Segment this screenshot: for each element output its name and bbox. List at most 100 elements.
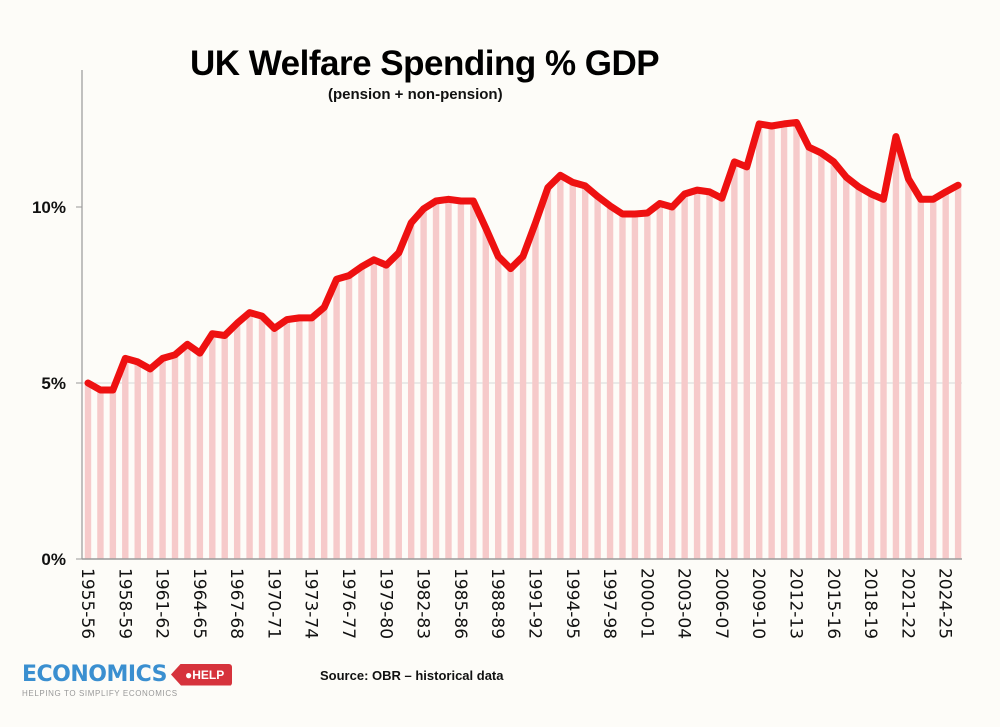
x-tick-label: 1964-65 — [189, 568, 209, 639]
bar-2025-26 — [954, 185, 962, 559]
bar-1983-84 — [432, 201, 440, 560]
bar-1994-95 — [569, 182, 576, 560]
bar-1956-57 — [97, 390, 104, 559]
chart-subtitle: (pension + non-pension) — [328, 86, 503, 103]
x-tick-label: 2015-16 — [823, 568, 843, 639]
x-tick-label: 1976-77 — [338, 568, 358, 639]
bar-1980-81 — [395, 252, 402, 559]
bar-1992-93 — [544, 187, 552, 559]
bar-1955-56 — [84, 383, 92, 559]
bar-1958-59 — [122, 358, 129, 559]
bar-1987-88 — [482, 228, 489, 559]
bar-2012-13 — [793, 122, 800, 560]
x-tick-label: 1985-86 — [450, 568, 470, 639]
x-tick-label: 2024-25 — [935, 568, 955, 639]
x-tick-label: 2018-19 — [860, 568, 880, 639]
bar-1969-70 — [258, 316, 266, 559]
y-tick-label: 10% — [32, 198, 66, 217]
bar-2017-18 — [855, 186, 862, 559]
bar-2007-08 — [731, 161, 738, 559]
bar-1970-71 — [271, 328, 278, 559]
x-tick-label: 2000-01 — [636, 568, 656, 639]
x-tick-label: 1991-92 — [524, 568, 544, 639]
bar-2019-20 — [880, 199, 887, 560]
x-tick-label: 1973-74 — [301, 568, 321, 639]
bar-2009-10 — [756, 123, 763, 559]
bar-1966-67 — [221, 335, 228, 559]
x-tick-label: 1982-83 — [413, 568, 433, 639]
bar-1962-63 — [171, 354, 179, 559]
bar-1973-74 — [308, 317, 315, 559]
bar-1959-60 — [134, 361, 141, 559]
bar-1961-62 — [159, 358, 166, 559]
x-tick-label: 2012-13 — [786, 568, 806, 639]
bar-2014-15 — [818, 153, 825, 560]
bar-2002-03 — [669, 207, 676, 559]
logo-tag: ●HELP — [170, 663, 233, 686]
x-tick-label: 2009-10 — [748, 568, 768, 639]
source-note: Source: OBR – historical data — [320, 668, 504, 683]
x-tick-label: 1979-80 — [375, 568, 395, 639]
bar-1979-80 — [383, 265, 390, 559]
bar-1977-78 — [358, 266, 365, 559]
bar-2005-06 — [706, 191, 713, 559]
bar-1997-98 — [606, 205, 614, 559]
y-tick-label: 0% — [41, 550, 66, 569]
x-tick-label: 1958-59 — [114, 568, 134, 639]
bar-1976-77 — [345, 275, 353, 559]
bar-2018-19 — [867, 193, 875, 559]
x-tick-label: 2021-22 — [897, 568, 917, 639]
bar-1972-73 — [296, 317, 303, 559]
bar-2023-24 — [930, 199, 937, 560]
logo-tagline: HELPING TO SIMPLIFY ECONOMICS — [22, 689, 178, 698]
x-tick-label: 1997-98 — [599, 568, 619, 639]
bar-1963-64 — [184, 344, 191, 559]
bar-2003-04 — [681, 193, 688, 559]
bar-2008-09 — [743, 166, 750, 559]
bar-1999-00 — [631, 214, 639, 560]
bar-1993-94 — [557, 175, 564, 559]
bar-1984-85 — [445, 199, 452, 560]
bar-1957-58 — [109, 390, 117, 559]
bar-1991-92 — [532, 222, 539, 559]
logo-text: ECONOMICS — [22, 662, 167, 687]
bar-1974-75 — [320, 307, 328, 559]
bar-1965-66 — [209, 333, 216, 559]
bar-2011-12 — [780, 123, 788, 559]
x-tick-label: 1994-95 — [562, 568, 582, 639]
bar-1988-89 — [494, 256, 502, 559]
economics-help-logo: ECONOMICS ●HELP HELPING TO SIMPLIFY ECONO… — [22, 662, 233, 698]
bar-1990-91 — [519, 256, 527, 559]
bar-1995-96 — [582, 185, 589, 559]
x-tick-label: 1955-56 — [77, 568, 97, 639]
bar-2013-14 — [805, 147, 813, 559]
bar-2022-23 — [917, 199, 925, 560]
bar-2001-02 — [656, 203, 663, 560]
bar-2010-11 — [768, 126, 775, 559]
x-tick-label: 1961-62 — [152, 568, 172, 639]
bar-2016-17 — [843, 177, 850, 559]
bar-1998-99 — [619, 214, 626, 560]
bar-1981-82 — [407, 222, 415, 559]
bar-1989-90 — [507, 268, 514, 559]
chart-title: UK Welfare Spending % GDP — [190, 44, 660, 83]
x-tick-label: 1967-68 — [226, 568, 246, 639]
bar-1964-65 — [196, 353, 204, 559]
bar-1967-68 — [233, 323, 241, 559]
bar-1971-72 — [283, 319, 291, 559]
bar-2006-07 — [718, 198, 726, 559]
bar-1960-61 — [146, 368, 154, 559]
x-tick-label: 2003-04 — [674, 568, 694, 639]
bar-2004-05 — [693, 190, 701, 559]
x-tick-label: 2006-07 — [711, 568, 731, 639]
x-tick-label: 1970-71 — [263, 568, 283, 639]
x-tick-label: 1988-89 — [487, 568, 507, 639]
bar-1978-79 — [370, 259, 378, 559]
bar-2021-22 — [905, 178, 912, 559]
bar-2000-01 — [644, 212, 651, 559]
bar-2024-25 — [942, 191, 949, 559]
bar-1985-86 — [457, 201, 465, 560]
bar-2015-16 — [830, 161, 837, 559]
bar-1975-76 — [333, 279, 340, 559]
